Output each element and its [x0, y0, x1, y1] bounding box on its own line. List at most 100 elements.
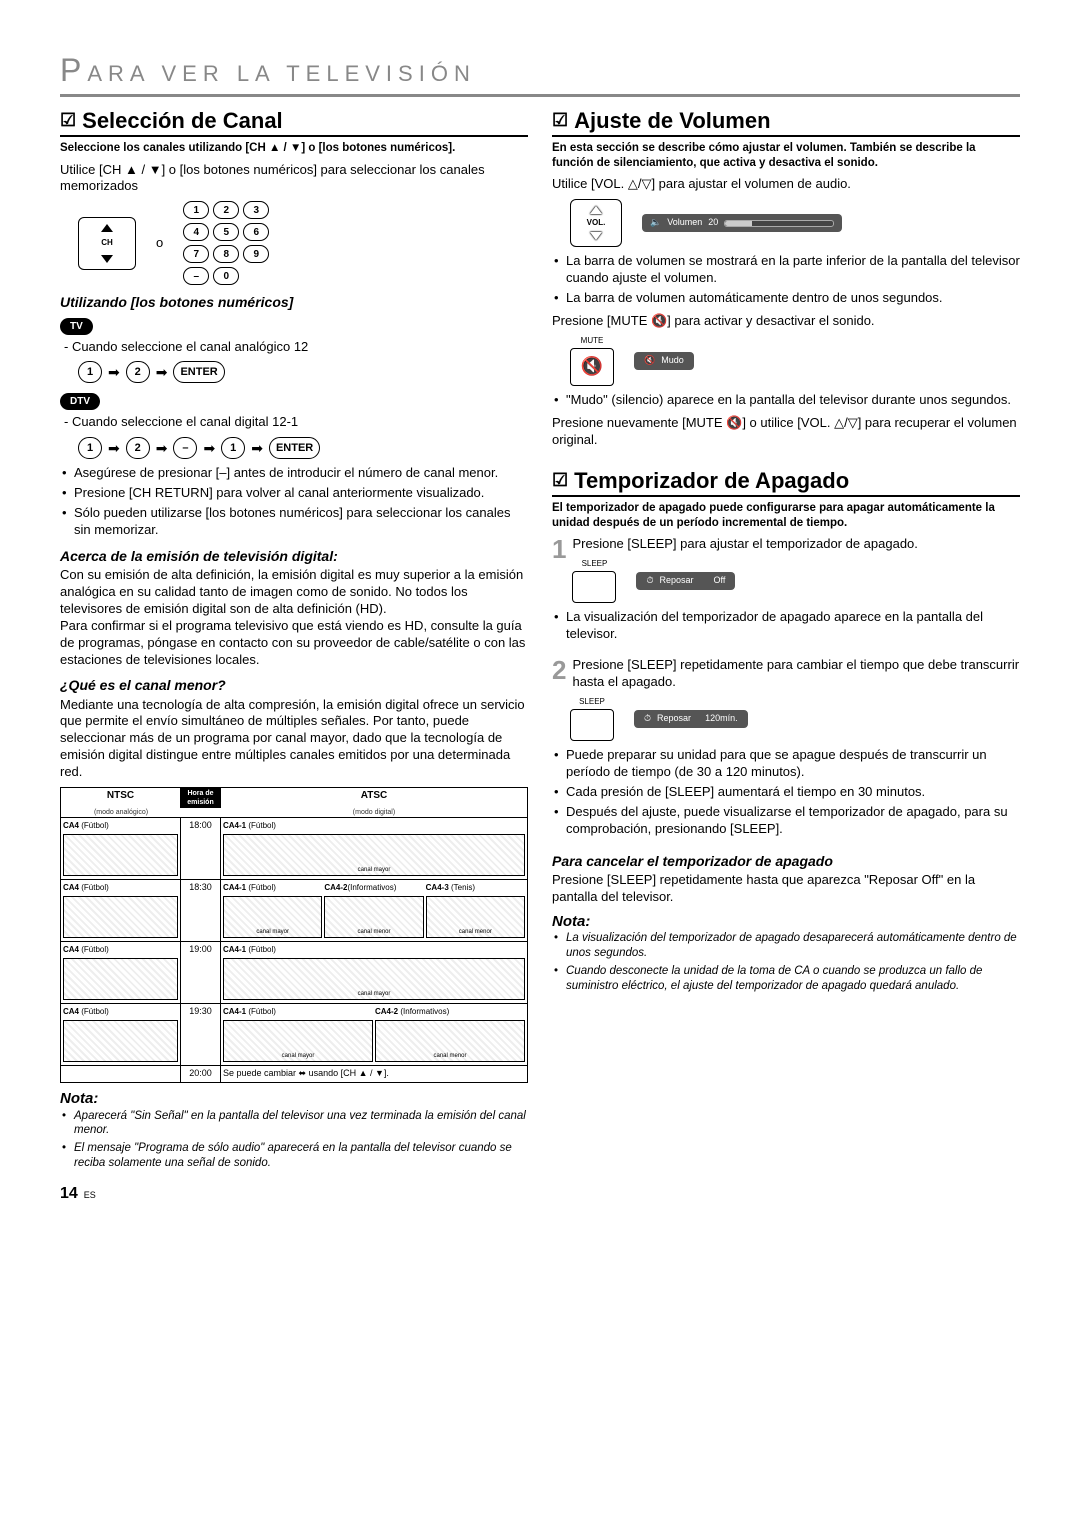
program-thumbnail [63, 896, 178, 938]
key-0[interactable]: 0 [213, 267, 239, 285]
check-icon: ☑ [60, 109, 76, 132]
nota-title: Nota: [60, 1089, 528, 1109]
about-digital-body: Con su emisión de alta definición, la em… [60, 567, 528, 668]
schedule-subheader: (modo analógico) (modo digital) [61, 808, 527, 817]
check-icon: ☑ [552, 469, 568, 492]
ch-up-down-button[interactable]: CH [78, 217, 136, 269]
vol-up-down-button[interactable]: VOL. [570, 199, 622, 247]
timer-icon: ⏱ [644, 713, 651, 725]
program-thumbnail [63, 834, 178, 876]
nota-item: Cuando desconecte la unidad de la toma d… [566, 964, 1020, 994]
bullet-item: Después del ajuste, puede visualizarse e… [566, 804, 1020, 838]
step-2: 2 Presione [SLEEP] repetidamente para ca… [552, 657, 1020, 844]
step-number: 2 [552, 657, 566, 683]
key-8[interactable]: 8 [213, 245, 239, 263]
seq-btn[interactable]: 1 [78, 361, 102, 383]
arrow-right-icon: ➡ [156, 439, 168, 457]
arrow-right-icon: ➡ [203, 439, 215, 457]
sleep-row-1: SLEEP ⏱ Reposar Off [572, 559, 1020, 603]
sleep-button[interactable] [572, 571, 616, 603]
right-column: ☑Ajuste de Volumen En esta sección se de… [552, 107, 1020, 1175]
program-thumbnail: canal menor [426, 896, 525, 938]
program-thumbnail: canal mayor [223, 958, 525, 1000]
mute-press-text: Presione [MUTE 🔇] para activar y desacti… [552, 313, 1020, 330]
mute-icon: 🔇 [644, 355, 655, 367]
key-dash[interactable]: – [183, 267, 209, 285]
seq-btn-enter[interactable]: ENTER [173, 361, 224, 383]
lead-volume: En esta sección se describe cómo ajustar… [552, 141, 1020, 170]
digital-select-text: - Cuando seleccione el canal digital 12-… [60, 414, 528, 431]
page-header: PARA VER LA TELEVISIÓN [60, 50, 1020, 97]
cancel-sleep-body: Presione [SLEEP] repetidamente hasta que… [552, 872, 1020, 906]
key-6[interactable]: 6 [243, 223, 269, 241]
program-thumbnail [63, 958, 178, 1000]
sleep-button-wrap: SLEEP [570, 697, 614, 741]
triangle-up-icon [101, 224, 113, 232]
schedule-footer: Se puede cambiar ⬌ usando [CH ▲ / ▼]. [221, 1066, 527, 1082]
minor-channel-body: Mediante una tecnología de alta compresi… [60, 697, 528, 781]
vol-row: VOL. 🔈 Volumen 20 [570, 199, 1020, 247]
bullet-item: La visualización del temporizador de apa… [566, 609, 1020, 643]
nota-title-right: Nota: [552, 912, 1020, 932]
program-thumbnail: canal mayor [223, 1020, 373, 1062]
lead-sleep: El temporizador de apagado puede configu… [552, 501, 1020, 530]
mute-icon: 🔇 [581, 355, 603, 378]
seq-btn[interactable]: 1 [221, 437, 245, 459]
key-9[interactable]: 9 [243, 245, 269, 263]
seq-btn[interactable]: 2 [126, 437, 150, 459]
schedule-row: 20:00 Se puede cambiar ⬌ usando [CH ▲ / … [61, 1065, 527, 1082]
two-column-layout: ☑Selección de Canal Seleccione los canal… [60, 107, 1020, 1175]
program-thumbnail [63, 1020, 178, 1062]
dtv-badge: DTV [60, 393, 100, 410]
triangle-down-outline-icon [590, 232, 602, 240]
nota-list: Aparecerá "Sin Señal" en la pantalla del… [60, 1109, 528, 1172]
timer-icon: ⏱ [646, 575, 653, 587]
schedule-header: NTSC Hora de emisión ATSC [61, 788, 527, 808]
key-1[interactable]: 1 [183, 201, 209, 219]
speaker-icon: 🔈 [650, 217, 661, 229]
minor-channel-title: ¿Qué es el canal menor? [60, 676, 528, 694]
sleep-button[interactable] [570, 709, 614, 741]
bullet-item: Cada presión de [SLEEP] aumentará el tie… [566, 784, 1020, 801]
volume-bar [724, 220, 834, 227]
seq-btn-dash[interactable]: – [173, 437, 197, 459]
heading-sleep: ☑Temporizador de Apagado [552, 467, 1020, 498]
page-number: 14ES [60, 1184, 1020, 1205]
key-7[interactable]: 7 [183, 245, 209, 263]
schedule-table: NTSC Hora de emisión ATSC (modo analógic… [60, 787, 528, 1083]
tv-sequence: 1 ➡ 2 ➡ ENTER [78, 361, 528, 383]
numeric-keypad: 1 2 3 4 5 6 7 8 9 – 0 [183, 201, 269, 285]
seq-btn[interactable]: 1 [78, 437, 102, 459]
lead-channel: Seleccione los canales utilizando [CH ▲ … [60, 141, 528, 155]
bullet-item: La barra de volumen se mostrará en la pa… [566, 253, 1020, 287]
osd-sleep-120: ⏱ Reposar 120mín. [634, 710, 748, 728]
mute-button[interactable]: 🔇 [570, 348, 614, 386]
step-number: 1 [552, 536, 566, 562]
header-title: PARA VER LA TELEVISIÓN [60, 61, 476, 86]
left-column: ☑Selección de Canal Seleccione los canal… [60, 107, 528, 1175]
key-2[interactable]: 2 [213, 201, 239, 219]
key-3[interactable]: 3 [243, 201, 269, 219]
schedule-row: CA4 (Fútbol) 19:00 CA4-1 (Fútbol)canal m… [61, 941, 527, 1003]
arrow-right-icon: ➡ [108, 439, 120, 457]
key-5[interactable]: 5 [213, 223, 239, 241]
vol-bullets: La barra de volumen se mostrará en la pa… [552, 253, 1020, 307]
key-4[interactable]: 4 [183, 223, 209, 241]
mute-row: MUTE 🔇 🔇 Mudo [570, 336, 1020, 386]
seq-btn[interactable]: 2 [126, 361, 150, 383]
program-thumbnail: canal menor [375, 1020, 525, 1062]
atsc-header: ATSC [221, 788, 527, 808]
ch-keypad-row: CH o 1 2 3 4 5 6 7 8 9 – 0 [78, 201, 528, 285]
schedule-row: CA4 (Fútbol) 19:30 CA4-1 (Fútbol)canal m… [61, 1003, 527, 1065]
heading-channel-selection: ☑Selección de Canal [60, 107, 528, 138]
analog-select-text: - Cuando seleccione el canal analógico 1… [60, 339, 528, 356]
heading-volume: ☑Ajuste de Volumen [552, 107, 1020, 138]
check-icon: ☑ [552, 109, 568, 132]
vol-label: VOL. [587, 218, 606, 228]
seq-btn-enter[interactable]: ENTER [269, 437, 320, 459]
about-digital-title: Acerca de la emisión de televisión digit… [60, 547, 528, 565]
step2-text: Presione [SLEEP] repetidamente para camb… [552, 657, 1020, 691]
nota-item: Aparecerá "Sin Señal" en la pantalla del… [74, 1109, 528, 1139]
arrow-right-icon: ➡ [156, 363, 168, 381]
bullet-item: "Mudo" (silencio) aparece en la pantalla… [566, 392, 1020, 409]
